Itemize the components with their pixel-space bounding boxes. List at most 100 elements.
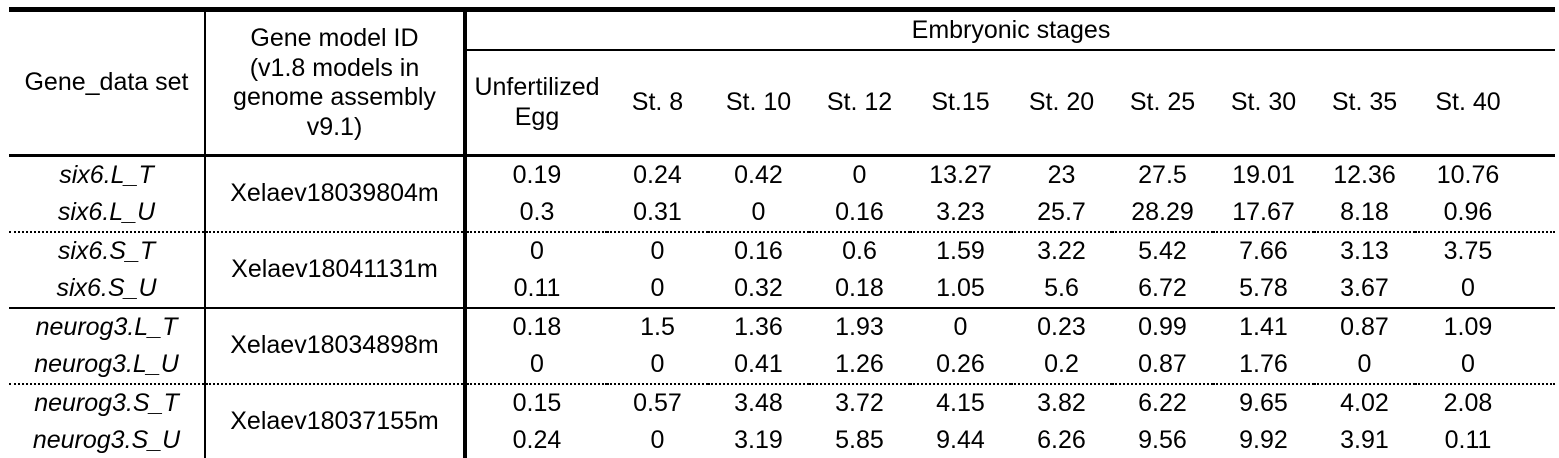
gene-label: neurog3.L_T: [9, 308, 206, 346]
value-cell: 25.7: [1011, 194, 1112, 233]
value-cell: 3.75: [1443, 236, 1493, 265]
value-cell: 0.26: [910, 346, 1011, 385]
table-row: neurog3.L_T Xelaev18034898m 0.18 1.5 1.3…: [9, 308, 1555, 385]
gene-model-id-cell: Xelaev18034898m: [205, 308, 467, 385]
value-cell: 0.23: [1037, 312, 1086, 341]
value-cell: 0.87: [1340, 312, 1389, 341]
value-cell: 12.36: [1333, 160, 1396, 189]
value-cell: 0: [607, 270, 708, 309]
value-cell: 8.18: [1314, 194, 1415, 233]
value-cell: 27.5: [1138, 160, 1187, 189]
value-cell: 9.56: [1138, 425, 1187, 454]
gene-label: six6.L_T: [9, 155, 206, 194]
value-cell: 13.27: [929, 160, 992, 189]
value-cell: 0: [530, 236, 544, 265]
value-cell: 0: [1314, 346, 1415, 385]
value-cell: 0.31: [607, 194, 708, 233]
gene-model-id-cell: Xelaev18037155m: [205, 384, 467, 458]
stage-header-st8: St. 8: [607, 50, 708, 157]
gene-label: neurog3.S_U: [9, 422, 206, 458]
value-cell: 1.93: [835, 312, 884, 341]
header-row-top: Gene_data set Gene model ID (v1.8 models…: [9, 9, 1555, 157]
table-row: six6.L_T Xelaev18039804m 0.19 0.24 0.42 …: [9, 155, 1555, 233]
value-cell: 0.18: [512, 312, 562, 341]
value-cell: 2.08: [1443, 388, 1493, 417]
value-cell: 3.13: [1340, 236, 1389, 265]
gene-label: neurog3.L_U: [9, 346, 206, 385]
value-cell: 0.87: [1112, 346, 1213, 385]
stage-header-st40: St. 40: [1415, 50, 1555, 157]
value-cell: 0.16: [734, 236, 783, 265]
gene-label: six6.S_U: [9, 270, 206, 309]
value-cell: 1.09: [1443, 312, 1493, 341]
gene-label: neurog3.S_T: [9, 384, 206, 422]
value-cell: 9.65: [1239, 388, 1288, 417]
table-row: six6.S_U 0.11 0 0.32 0.18 1.05 5.6 6.72 …: [9, 270, 1555, 309]
value-cell: 3.19: [734, 425, 783, 454]
stage-header-st15: St.15: [910, 50, 1011, 157]
value-cell: 0: [650, 425, 665, 454]
value-cell: 17.67: [1213, 194, 1314, 233]
value-cell: 0: [650, 236, 665, 265]
value-cell: 23: [1047, 160, 1076, 189]
value-cell: 6.72: [1112, 270, 1213, 309]
value-cell: 3.23: [910, 194, 1011, 233]
value-cell: 0.96: [1415, 194, 1555, 233]
value-cell: 0.18: [809, 270, 910, 309]
value-cell: 7.66: [1239, 236, 1288, 265]
stage-header-st12: St. 12: [809, 50, 910, 157]
value-cell: 9.92: [1239, 425, 1288, 454]
value-cell: 4.15: [936, 388, 985, 417]
gene-label: six6.L_U: [9, 194, 206, 233]
value-cell: 3.91: [1340, 425, 1389, 454]
table-row: neurog3.S_U 0.24 0 3.19 5.85 9.44 6.26 9…: [9, 422, 1555, 458]
value-cell: 0: [708, 194, 809, 233]
table-row: neurog3.S_T Xelaev18037155m 0.15 0.57 3.…: [9, 384, 1555, 458]
table-row: six6.S_T Xelaev18041131m 0 0 0.16 0.6 1.…: [9, 232, 1555, 309]
value-cell: 1.26: [809, 346, 910, 385]
value-cell: 0.99: [1138, 312, 1187, 341]
stage-header-unfertilized-egg: Unfertilized Egg: [465, 50, 607, 157]
value-cell: 3.82: [1037, 388, 1086, 417]
value-cell: 0: [1415, 270, 1555, 309]
value-cell: 1.41: [1239, 312, 1288, 341]
value-cell: 1.5: [640, 312, 675, 341]
value-cell: 3.72: [835, 388, 884, 417]
value-cell: 0.11: [1444, 425, 1492, 454]
value-cell: 1.05: [910, 270, 1011, 309]
value-cell: 9.44: [936, 425, 985, 454]
stage-header-st30: St. 30: [1213, 50, 1314, 157]
value-cell: 0.15: [512, 388, 562, 417]
value-cell: 28.29: [1112, 194, 1213, 233]
value-cell: 0: [465, 346, 607, 385]
value-cell: 3.22: [1037, 236, 1086, 265]
value-cell: 5.42: [1138, 236, 1187, 265]
value-cell: 5.6: [1011, 270, 1112, 309]
gene-model-id-cell: Xelaev18039804m: [205, 155, 467, 233]
stage-header-st10: St. 10: [708, 50, 809, 157]
value-cell: 0: [852, 160, 867, 189]
stage-header-st25: St. 25: [1112, 50, 1213, 157]
value-cell: 1.59: [936, 236, 985, 265]
value-cell: 0.32: [708, 270, 809, 309]
value-cell: 6.26: [1037, 425, 1086, 454]
stage-header-st35: St. 35: [1314, 50, 1415, 157]
value-cell: 1.36: [734, 312, 783, 341]
gene-model-id-cell: Xelaev18041131m: [205, 232, 467, 309]
col-header-gene-model-id: Gene model ID (v1.8 models in genome ass…: [205, 9, 467, 157]
value-cell: 0.3: [465, 194, 607, 233]
value-cell: 0.11: [465, 270, 607, 309]
value-cell: 0: [1415, 346, 1555, 385]
value-cell: 5.78: [1213, 270, 1314, 309]
gene-label: six6.S_T: [9, 232, 206, 270]
value-cell: 0.19: [512, 160, 562, 189]
gene-expression-table: Gene_data set Gene model ID (v1.8 models…: [9, 7, 1555, 458]
value-cell: 0.42: [734, 160, 783, 189]
value-cell: 0: [953, 312, 968, 341]
value-cell: 3.67: [1314, 270, 1415, 309]
header-row-stages: Unfertilized Egg St. 8 St. 10 St. 12 St.…: [9, 50, 1555, 157]
col-header-gene-data-set: Gene_data set: [9, 9, 206, 157]
value-cell: 0.16: [809, 194, 910, 233]
value-cell: 3.48: [734, 388, 783, 417]
